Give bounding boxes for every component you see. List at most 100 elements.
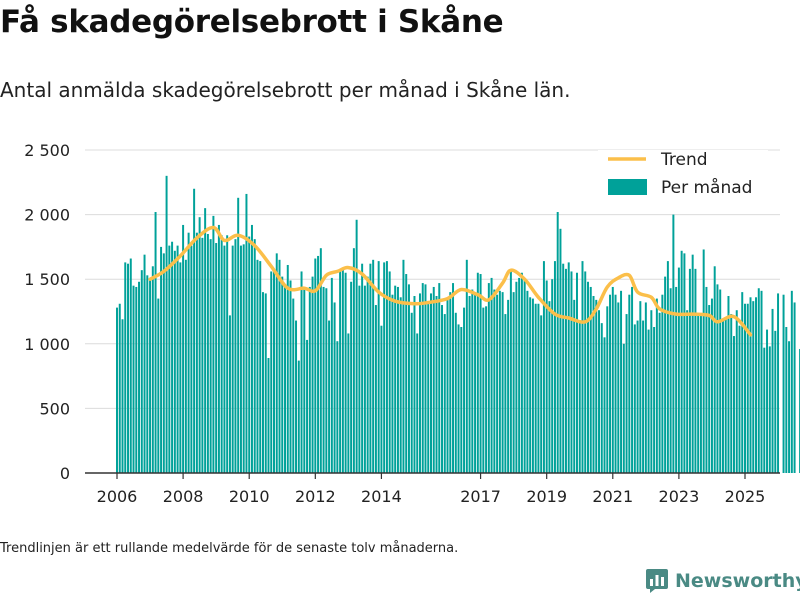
bar	[556, 212, 559, 473]
bar	[443, 314, 446, 473]
bar	[686, 310, 689, 473]
bar	[551, 279, 554, 473]
bar	[705, 286, 708, 473]
bar	[534, 303, 537, 473]
bar	[325, 288, 328, 473]
bar	[355, 219, 358, 473]
bar	[424, 284, 427, 473]
bar	[149, 280, 152, 473]
bar	[664, 276, 667, 473]
bar	[680, 250, 683, 473]
bar	[118, 303, 121, 473]
bar	[768, 346, 771, 473]
bar	[507, 299, 510, 473]
y-tick-label: 1 000	[24, 335, 70, 354]
bar	[380, 325, 383, 473]
bar	[308, 286, 311, 473]
bar	[732, 336, 735, 473]
bars	[116, 175, 800, 474]
bar	[165, 175, 168, 473]
bar	[179, 262, 182, 473]
bar	[204, 208, 207, 473]
bar	[639, 301, 642, 473]
bar	[259, 261, 262, 473]
bar	[212, 215, 215, 473]
bar	[151, 266, 154, 473]
bar	[454, 312, 457, 473]
x-tick-label: 2023	[659, 487, 700, 506]
bar	[724, 317, 727, 473]
bar	[476, 272, 479, 473]
bar	[278, 259, 281, 473]
bar	[675, 286, 678, 473]
bar	[515, 281, 518, 473]
brand-logo[interactable]: Newsworthy	[645, 568, 800, 594]
bar	[173, 250, 176, 473]
x-tick-label: 2014	[361, 487, 402, 506]
bar	[553, 261, 556, 473]
bar	[413, 296, 416, 473]
bar	[578, 321, 581, 473]
bar	[427, 303, 430, 473]
bar	[206, 233, 209, 473]
bar	[655, 298, 658, 473]
bar	[716, 284, 719, 473]
bar	[727, 296, 730, 473]
bar	[790, 290, 793, 473]
trend-line	[148, 225, 753, 337]
bar	[661, 294, 664, 473]
bar	[504, 314, 507, 473]
legend-trend-label: Trend	[660, 150, 708, 170]
bar	[721, 320, 724, 473]
bar	[377, 261, 380, 473]
bar	[295, 320, 298, 473]
bar	[581, 261, 584, 473]
bar	[766, 329, 769, 473]
bar	[785, 327, 788, 473]
bar	[394, 285, 397, 473]
bar	[650, 310, 653, 473]
bar	[446, 299, 449, 473]
bar	[793, 302, 796, 473]
bar	[708, 305, 711, 473]
x-tick-label: 2019	[526, 487, 567, 506]
bar	[143, 254, 146, 473]
bar	[281, 276, 284, 473]
footnote: Trendlinjen är ett rullande medelvärde f…	[0, 541, 459, 556]
bar	[372, 259, 375, 473]
bar	[520, 272, 523, 473]
bar	[366, 276, 369, 473]
x-axis-ticks: 2006 2008 2010 2012 2014 2017 2019 2021 2023 2025	[97, 473, 765, 506]
bar	[190, 245, 193, 473]
bar	[468, 296, 471, 473]
bar	[195, 232, 198, 473]
bar	[264, 293, 267, 473]
bar	[319, 248, 322, 473]
bar	[603, 337, 606, 473]
bar	[490, 277, 493, 473]
bar	[124, 262, 127, 473]
bar	[570, 271, 573, 473]
bar	[653, 327, 656, 473]
bar	[220, 235, 223, 473]
bar	[336, 341, 339, 473]
bar	[642, 320, 645, 473]
bar	[383, 262, 386, 473]
bar	[501, 292, 504, 473]
bar	[261, 292, 264, 473]
bar	[328, 320, 331, 473]
bar	[471, 289, 474, 473]
bar	[644, 302, 647, 473]
bar	[399, 297, 402, 473]
y-axis-ticks: 0 500 1 000 1 500 2 000 2 500	[24, 141, 70, 483]
y-tick-label: 2 500	[24, 141, 70, 160]
bar	[584, 271, 587, 473]
bar	[512, 292, 515, 473]
bar	[606, 306, 609, 473]
bar	[537, 303, 540, 473]
x-tick-label: 2006	[97, 487, 138, 506]
bar	[314, 258, 317, 473]
bar	[441, 305, 444, 473]
bar	[713, 266, 716, 473]
bar	[228, 315, 231, 473]
